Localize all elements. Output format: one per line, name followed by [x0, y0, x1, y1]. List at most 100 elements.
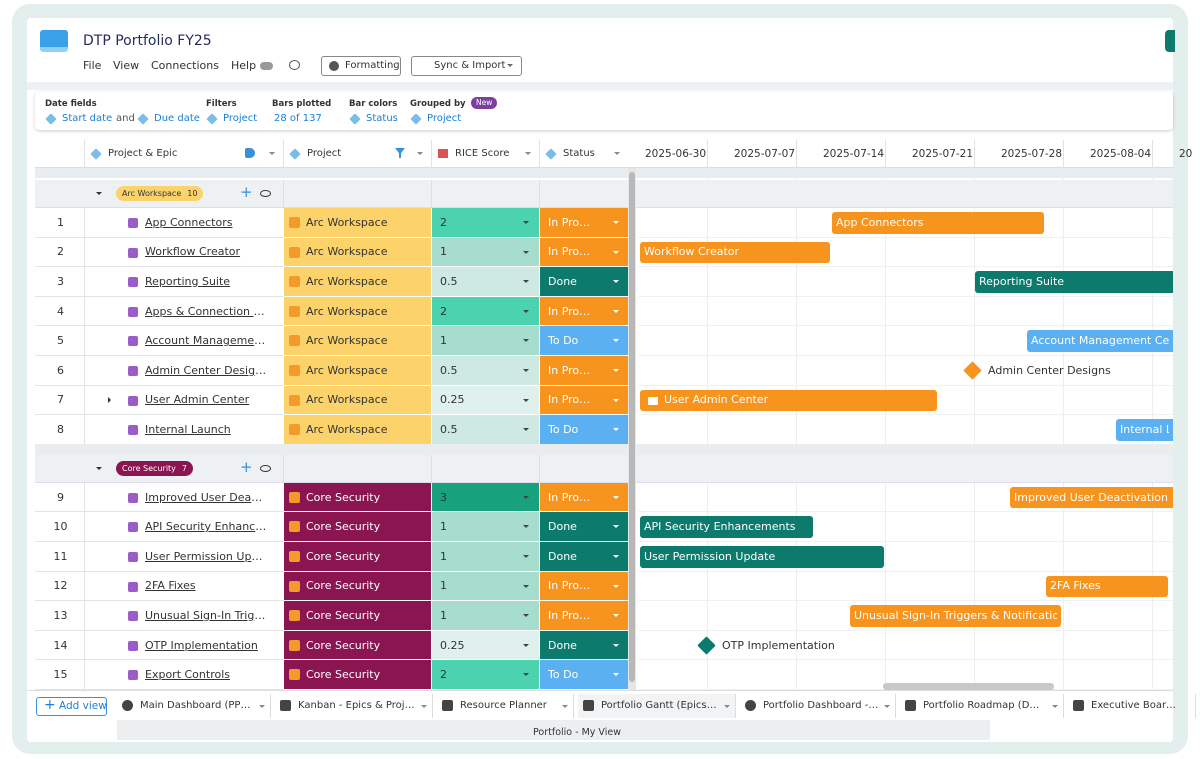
row-number: 11 — [53, 549, 68, 563]
gantt-bar[interactable] — [850, 605, 1061, 627]
column-menu-caret[interactable] — [417, 152, 423, 158]
gantt-bar[interactable] — [832, 212, 1044, 234]
corner-button — [1165, 30, 1175, 52]
view-tab[interactable] — [437, 694, 574, 718]
view-tab[interactable] — [740, 694, 896, 718]
project-cell — [284, 356, 431, 386]
epic-link[interactable]: Workflow Creator — [145, 245, 241, 259]
rice-score: 1 — [440, 549, 447, 563]
rice-cell[interactable] — [432, 326, 539, 356]
epic-link[interactable]: API Security Enhancements — [145, 520, 267, 534]
rice-cell[interactable] — [432, 296, 539, 327]
dropdown-caret — [523, 643, 529, 650]
gantt-bar[interactable] — [640, 389, 937, 412]
cell-border — [84, 482, 85, 513]
menu-item[interactable]: View — [113, 59, 140, 72]
column-menu-caret[interactable] — [269, 152, 275, 158]
toolbar-value[interactable]: Project — [427, 113, 462, 124]
toolbar-value[interactable]: Project — [223, 113, 258, 124]
toolbar-label: Filters — [206, 99, 237, 109]
epic-link[interactable]: Admin Center Designs — [145, 363, 267, 377]
cell-border — [84, 512, 85, 542]
gantt-bar[interactable] — [1027, 330, 1173, 352]
rice-cell[interactable] — [432, 356, 539, 386]
gantt-row-border — [638, 266, 1173, 268]
row-number: 10 — [53, 520, 68, 534]
epic-link[interactable]: User Admin Center — [145, 393, 250, 407]
gantt-bar[interactable] — [1116, 419, 1173, 441]
rice-cell[interactable] — [432, 571, 539, 602]
column-header[interactable]: Status — [563, 148, 595, 159]
view-tab[interactable] — [275, 694, 433, 718]
toolbar-value[interactable]: 28 of 137 — [274, 113, 322, 124]
button[interactable] — [321, 56, 401, 76]
epic-icon — [128, 366, 138, 376]
status-label: To Do — [548, 423, 579, 436]
gantt-grid-line — [707, 168, 708, 690]
gantt-bar[interactable] — [640, 516, 813, 538]
column-header[interactable]: Project — [307, 148, 342, 159]
rice-cell[interactable] — [432, 482, 539, 513]
rice-cell[interactable] — [432, 542, 539, 572]
expand-caret[interactable] — [108, 396, 114, 403]
epic-link[interactable]: Improved User Deactivation Process — [145, 490, 267, 504]
add-view-button[interactable] — [36, 697, 107, 716]
collapse-caret[interactable] — [96, 192, 102, 198]
epic-link[interactable]: Account Management Center — [145, 334, 267, 348]
collapse-caret[interactable] — [96, 466, 102, 473]
toolbar-value[interactable]: Due date — [154, 113, 200, 124]
menu-item[interactable]: File — [83, 59, 102, 72]
view-tab[interactable] — [900, 694, 1064, 718]
epic-link[interactable]: Unusual Sign-In Triggers & Notifications — [145, 609, 267, 622]
rice-cell[interactable] — [432, 512, 539, 542]
epic-link[interactable]: Export Controls — [145, 668, 230, 682]
gantt-bar[interactable] — [640, 241, 830, 264]
gantt-bar[interactable] — [640, 546, 884, 568]
epic-link[interactable]: User Permission Update — [145, 549, 267, 563]
project-name: Arc Workspace — [306, 304, 388, 318]
status-cell[interactable] — [540, 237, 628, 268]
column-menu-caret[interactable] — [614, 152, 620, 158]
row-number: 9 — [57, 490, 64, 504]
scrollbar-thumb[interactable] — [629, 172, 635, 682]
row-number: 6 — [57, 363, 64, 377]
button[interactable] — [411, 56, 522, 76]
gantt-bar[interactable] — [1046, 575, 1168, 598]
column-header[interactable]: Project & Epic — [108, 148, 178, 159]
rice-cell[interactable] — [432, 385, 539, 416]
rice-cell[interactable] — [432, 208, 539, 238]
column-header[interactable]: RICE Score — [455, 148, 510, 159]
menu-item[interactable]: Help — [231, 59, 257, 72]
menu-item[interactable]: Connections — [151, 59, 219, 72]
rice-cell[interactable] — [432, 660, 539, 690]
project-icon — [289, 424, 300, 436]
status-cell[interactable] — [540, 542, 628, 572]
gantt-bar[interactable] — [975, 271, 1173, 293]
epic-link[interactable]: OTP Implementation — [145, 638, 258, 652]
gantt-bar[interactable] — [1010, 486, 1173, 509]
project-icon — [289, 639, 300, 651]
view-tab[interactable] — [1068, 694, 1196, 718]
rice-cell[interactable] — [432, 601, 539, 631]
epic-link[interactable]: App Connectors — [145, 215, 233, 229]
project-cell — [284, 296, 431, 327]
horizontal-scrollbar-thumb[interactable] — [883, 683, 1054, 690]
epic-link[interactable]: Reporting Suite — [145, 275, 231, 288]
status-label: In Progress — [548, 609, 594, 622]
view-tab[interactable] — [578, 694, 736, 718]
gantt-row-border — [638, 355, 1173, 356]
rice-cell[interactable] — [432, 415, 539, 445]
epic-link[interactable]: Apps & Connection Admin… — [145, 304, 267, 318]
toolbar-value[interactable]: Status — [366, 113, 398, 124]
date-separator — [796, 140, 797, 168]
status-label: In Progress — [548, 490, 594, 504]
rice-cell[interactable] — [432, 237, 539, 268]
toolbar-label: Bars plotted — [272, 99, 332, 109]
rice-cell[interactable] — [432, 267, 539, 297]
epic-link[interactable]: 2FA Fixes — [145, 579, 196, 593]
rice-cell[interactable] — [432, 630, 539, 661]
column-menu-caret[interactable] — [525, 152, 531, 158]
epic-link[interactable]: Internal Launch — [145, 423, 231, 436]
view-tab[interactable] — [117, 694, 271, 718]
toolbar-value[interactable]: Start date — [62, 113, 113, 124]
